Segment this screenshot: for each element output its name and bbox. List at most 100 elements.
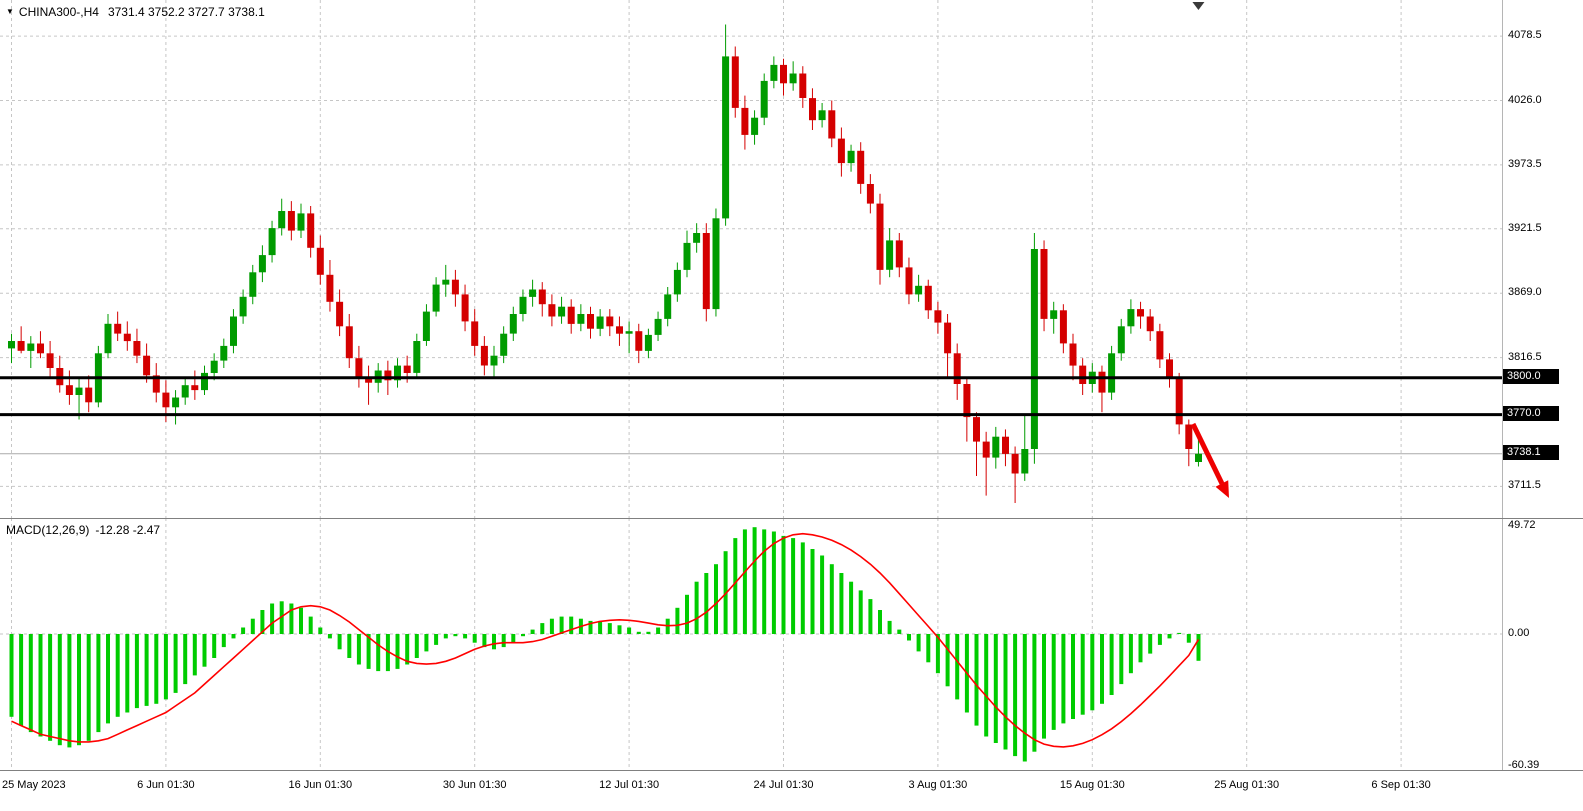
candle-body: [857, 150, 865, 184]
candle-body: [249, 272, 257, 297]
macd-histogram-bar: [849, 581, 854, 634]
pane-divider[interactable]: [0, 518, 1583, 519]
candle-body: [886, 240, 894, 270]
candle-body: [1002, 436, 1009, 454]
macd-histogram-bar: [202, 634, 207, 667]
macd-histogram-bar: [356, 634, 361, 665]
time-axis-label: 3 Aug 01:30: [908, 779, 968, 791]
candle-body: [1117, 326, 1125, 354]
chart-shift-marker[interactable]: [1192, 2, 1205, 10]
macd-histogram-bar: [868, 599, 873, 634]
macd-histogram-bar: [993, 634, 998, 743]
macd-histogram-bar: [134, 634, 139, 709]
price-level-tag: 3800.0: [1503, 369, 1559, 385]
macd-histogram-bar: [144, 634, 149, 706]
macd-histogram-bar: [521, 634, 525, 637]
candle-body: [297, 213, 305, 231]
time-axis-divider: [0, 770, 1583, 771]
macd-histogram-bar: [627, 627, 632, 634]
candle-body: [490, 355, 498, 366]
macd-histogram-bar: [762, 529, 767, 634]
candle-body: [143, 355, 151, 376]
macd-histogram-bar: [57, 634, 62, 746]
macd-histogram-bar: [1167, 634, 1172, 639]
candle-body: [394, 365, 401, 381]
macd-histogram-bar: [221, 634, 226, 648]
macd-histogram-bar: [926, 634, 931, 663]
candle-body: [644, 334, 652, 351]
macd-histogram-bar: [752, 527, 757, 634]
macd-histogram-bar: [1090, 634, 1095, 711]
macd-histogram-bar: [1119, 634, 1124, 685]
time-axis[interactable]: 25 May 2023 6 Jun 01:30 16 Jun 01:30 30 Jun…: [0, 779, 1583, 799]
candle-body: [982, 441, 990, 458]
candle-body: [316, 247, 324, 275]
macd-histogram-bar: [337, 634, 342, 650]
candle-body: [268, 228, 276, 256]
candle-body: [451, 279, 459, 295]
macd-histogram-bar: [1148, 634, 1153, 654]
macd-histogram-bar: [289, 603, 294, 634]
price-axis[interactable]: 4078.5 4026.0 3973.5 3921.5 3869.0 3816.5 3711…: [1503, 0, 1583, 771]
macd-histogram-bar: [1138, 634, 1143, 663]
candle-body: [355, 358, 363, 378]
macd-histogram-bar: [327, 634, 332, 639]
macd-histogram-bar: [77, 634, 81, 746]
time-axis-label: 15 Aug 01:30: [1059, 779, 1125, 791]
macd-histogram-bar: [559, 616, 564, 634]
candle-body: [37, 343, 44, 354]
macd-histogram-bar: [96, 634, 101, 733]
macd-histogram-bar: [887, 620, 892, 634]
candle-body: [201, 372, 208, 391]
trend-arrow-line[interactable]: [1190, 422, 1225, 485]
collapse-triangle-icon[interactable]: ▼: [6, 7, 14, 16]
candle-body: [1156, 331, 1164, 360]
macd-histogram-bar: [163, 634, 168, 700]
candle-body: [1127, 309, 1135, 327]
candle-body: [500, 333, 508, 356]
price-axis-label: 3921.5: [1508, 221, 1542, 234]
candle-body: [1195, 453, 1202, 462]
macd-histogram-bar: [511, 634, 516, 643]
macd-histogram-bar: [955, 634, 960, 700]
macd-histogram-bar: [1042, 634, 1046, 739]
candle-body: [587, 314, 594, 329]
macd-histogram-bar: [1003, 634, 1008, 750]
macd-histogram-bar: [183, 634, 188, 685]
ohlc-readout: 3731.4 3752.2 3727.7 3738.1: [107, 5, 265, 19]
candle-body: [46, 353, 54, 368]
macd-histogram-bar: [434, 634, 439, 645]
trend-arrow-head[interactable]: [1215, 480, 1230, 498]
macd-histogram-bar: [1186, 634, 1191, 643]
macd-histogram-bar: [1071, 634, 1075, 719]
candle-body: [799, 73, 807, 98]
macd-histogram-bar: [935, 634, 940, 674]
macd-values-readout: -12.28 -2.47: [95, 523, 161, 537]
macd-histogram-bar: [984, 634, 989, 737]
candle-body: [876, 203, 884, 270]
candle-body: [384, 370, 392, 381]
price-chart-canvas[interactable]: [0, 0, 1583, 518]
candle-body: [809, 98, 816, 121]
macd-histogram-bar: [858, 590, 863, 634]
price-axis-label: 3869.0: [1508, 286, 1542, 299]
candle-body: [673, 269, 681, 295]
macd-histogram-bar: [28, 634, 33, 733]
macd-histogram-bar: [1157, 634, 1162, 645]
candle-body: [8, 341, 15, 349]
candle-body: [307, 213, 315, 248]
macd-histogram-bar: [694, 581, 699, 634]
time-axis-label: 25 May 2023: [2, 779, 66, 791]
macd-histogram-bar: [897, 629, 902, 634]
candle-body: [847, 150, 855, 164]
price-axis-label: 4078.5: [1508, 29, 1542, 42]
macd-histogram-bar: [540, 623, 545, 634]
macd-histogram-bar: [781, 535, 786, 634]
macd-histogram-bar: [704, 573, 709, 634]
macd-histogram-bar: [916, 634, 921, 652]
price-axis-label: 3973.5: [1508, 157, 1542, 170]
macd-signal-line: [11, 532, 1200, 748]
candle-body: [828, 110, 836, 139]
candle-body: [220, 345, 228, 361]
macd-indicator-canvas[interactable]: [0, 518, 1583, 770]
